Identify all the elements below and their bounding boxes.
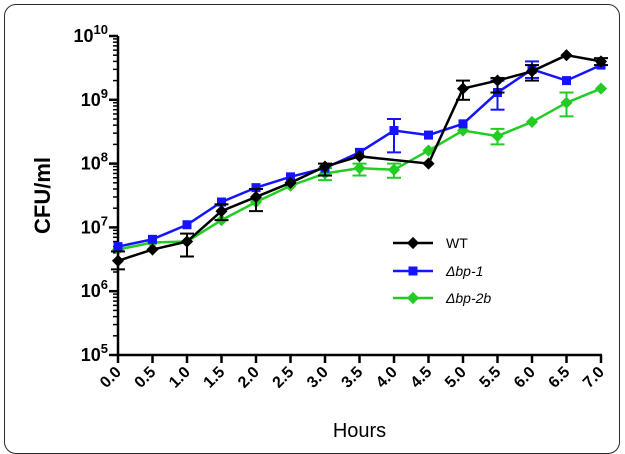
x-tick-label: 2.5	[270, 364, 298, 392]
x-tick-label: 2.0	[235, 364, 263, 392]
data-point	[456, 82, 470, 95]
y-tick-label: 107	[81, 213, 108, 237]
data-point	[182, 220, 192, 230]
chart: 105 106 107 108 109 1010 0.0 0.5 1.0 1.5 2.0 2.5 3.0…	[30, 22, 608, 442]
x-tick-label: 4.0	[373, 364, 401, 392]
x-tick-label: 5.0	[442, 364, 470, 392]
data-point	[217, 197, 226, 207]
x-tick-label: 7.0	[580, 364, 608, 392]
series-0	[111, 49, 608, 271]
data-point	[215, 205, 228, 218]
data-point	[387, 163, 401, 176]
data-point	[562, 76, 571, 86]
legend-marker	[406, 236, 420, 250]
data-point	[251, 183, 261, 193]
legend-label: Δbp-2b	[445, 290, 491, 306]
series-line	[117, 53, 602, 262]
data-point	[525, 65, 539, 78]
x-tick-label: 3.0	[304, 364, 332, 392]
legend-marker	[408, 266, 418, 276]
legend-item: WT	[393, 235, 468, 251]
legend-marker	[406, 291, 420, 305]
x-tick-label: 1.5	[201, 364, 229, 392]
data-point	[560, 96, 573, 109]
y-tick-label: 108	[81, 150, 108, 174]
data-point	[180, 235, 194, 248]
data-point	[525, 115, 539, 129]
x-tick-label: 6.0	[511, 364, 539, 392]
data-point	[422, 144, 435, 157]
y-axis-title: CFU/ml	[30, 157, 55, 234]
data-point	[491, 130, 504, 143]
data-point	[456, 124, 470, 137]
data-point	[491, 74, 504, 87]
data-point	[318, 160, 332, 173]
y-tick-label: 109	[81, 86, 108, 110]
data-point	[148, 234, 157, 244]
data-point	[284, 176, 297, 189]
x-tick-label: 5.5	[477, 364, 505, 392]
data-point	[594, 82, 608, 95]
x-tick-label: 0.5	[132, 364, 160, 392]
data-point	[353, 150, 366, 163]
data-point	[113, 242, 123, 252]
x-tick-label: 4.5	[408, 364, 436, 392]
x-tick-label: 0.0	[97, 364, 125, 392]
data-point	[353, 162, 366, 175]
data-point	[424, 130, 433, 140]
x-tick-label: 6.5	[546, 364, 574, 392]
data-point	[422, 157, 435, 170]
x-tick-label: 1.0	[166, 364, 194, 392]
legend-item: Δbp-2b	[393, 290, 491, 306]
legend-label: Δbp-1	[445, 263, 483, 279]
data-point	[458, 119, 468, 129]
y-tick-label: 1010	[74, 22, 109, 46]
x-tick-label: 3.5	[339, 364, 367, 392]
data-point	[560, 49, 573, 62]
data-point	[146, 243, 159, 256]
series-2	[111, 82, 608, 256]
legend-item: Δbp-1	[393, 263, 483, 279]
data-point	[389, 126, 399, 136]
x-axis-title: Hours	[333, 420, 386, 442]
y-tick-label: 105	[81, 341, 108, 365]
legend-label: WT	[446, 235, 468, 251]
data-point	[249, 190, 263, 204]
data-point	[594, 55, 608, 68]
data-point	[111, 254, 125, 267]
y-tick-label: 106	[81, 277, 108, 301]
